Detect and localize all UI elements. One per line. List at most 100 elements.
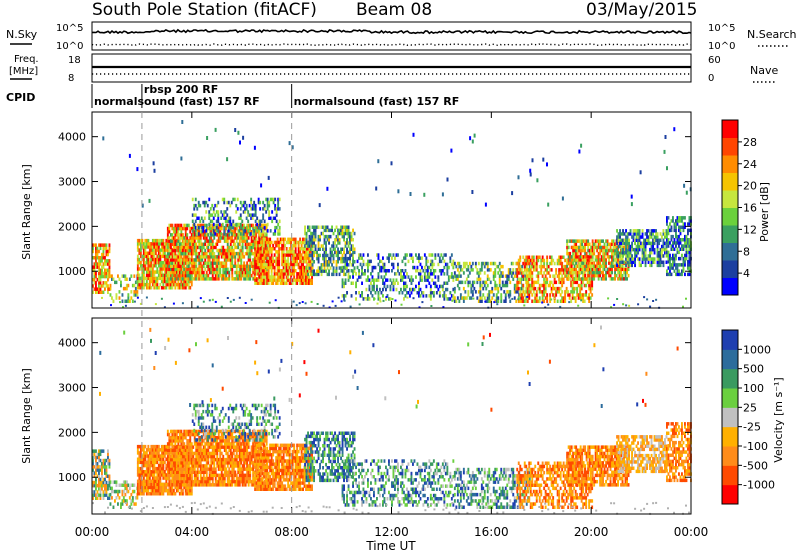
power-cell xyxy=(440,253,442,256)
power-cell xyxy=(225,261,227,265)
power-cell xyxy=(200,297,202,299)
power-cell xyxy=(132,300,134,304)
power-cell xyxy=(237,261,239,265)
power-cell xyxy=(97,247,99,251)
power-cell xyxy=(578,150,580,154)
power-cell xyxy=(201,258,203,262)
power-cell xyxy=(355,291,357,295)
power-cell xyxy=(472,140,474,144)
power-cell xyxy=(262,213,264,217)
power-cell xyxy=(311,301,313,303)
power-cell xyxy=(434,275,436,279)
power-cell xyxy=(339,273,341,277)
station-title: South Pole Station (fitACF) xyxy=(92,0,317,20)
power-cell xyxy=(437,253,439,256)
nsearch-tick-top: 10^5 xyxy=(708,23,735,34)
power-cell xyxy=(361,282,363,286)
power-cell xyxy=(286,282,288,286)
power-cell xyxy=(578,274,580,278)
power-cell xyxy=(237,246,239,250)
power-cell xyxy=(240,226,242,230)
power-cell xyxy=(683,184,685,188)
power-cell xyxy=(458,287,460,291)
power-cell xyxy=(522,296,524,300)
power-cell xyxy=(636,254,638,258)
power-cell xyxy=(479,293,481,297)
power-cell xyxy=(331,229,333,233)
power-cell xyxy=(681,273,683,277)
power-cell xyxy=(482,293,484,297)
power-cell xyxy=(611,268,613,272)
power-cell xyxy=(669,269,671,273)
power-cell xyxy=(274,217,276,221)
power-cell xyxy=(634,242,636,246)
power-cell xyxy=(188,283,190,287)
power-cell xyxy=(117,274,119,278)
power-cell xyxy=(116,281,118,285)
power-cell xyxy=(211,213,213,217)
power-cell xyxy=(497,287,499,291)
power-cell xyxy=(505,293,507,297)
power-cell xyxy=(405,288,407,292)
power-cell xyxy=(403,272,405,276)
power-cell xyxy=(421,266,423,270)
power-cell xyxy=(276,226,278,230)
power-cell xyxy=(449,297,451,301)
power-cell xyxy=(413,297,415,299)
power-cell xyxy=(463,300,465,304)
power-cell xyxy=(393,263,395,267)
power-cell xyxy=(388,260,390,264)
power-cell xyxy=(440,272,442,276)
power-cell xyxy=(433,294,435,298)
power-cell xyxy=(336,226,338,230)
power-cell xyxy=(233,239,235,243)
power-cell xyxy=(675,229,677,233)
power-colorbar-tick-label: 4 xyxy=(743,267,750,280)
power-cell xyxy=(200,239,202,243)
power-cell xyxy=(162,283,164,287)
power-cell xyxy=(626,271,628,275)
power-cell xyxy=(319,235,321,239)
power-cell xyxy=(333,232,335,236)
power-cell xyxy=(318,260,320,264)
power-cell xyxy=(369,278,371,282)
power-cell xyxy=(274,269,276,273)
power-cell xyxy=(678,244,680,248)
power-cell xyxy=(454,287,456,291)
power-cell xyxy=(186,233,188,237)
power-cell xyxy=(330,260,332,264)
power-cell xyxy=(428,275,430,279)
power-cell xyxy=(267,198,269,202)
power-cell xyxy=(355,282,357,286)
power-cell xyxy=(276,210,278,214)
power-cell xyxy=(533,284,535,288)
power-cell xyxy=(518,175,520,179)
power-cell xyxy=(325,269,327,273)
power-cell xyxy=(581,287,583,291)
power-colorbar-tick-label: 16 xyxy=(743,202,757,215)
power-cell xyxy=(530,268,532,272)
power-cell xyxy=(446,288,448,292)
power-cell xyxy=(119,290,121,294)
power-cell xyxy=(494,281,496,285)
freq-label-line2: [MHz] xyxy=(9,66,38,77)
power-cell xyxy=(524,265,526,269)
power-cell xyxy=(689,251,691,255)
power-cell xyxy=(227,268,229,272)
power-cell xyxy=(639,239,641,243)
power-cell xyxy=(677,222,679,226)
power-cell xyxy=(454,262,456,266)
power-cell xyxy=(640,264,642,268)
power-cell xyxy=(171,233,173,237)
power-cell xyxy=(279,226,281,230)
power-cell xyxy=(607,246,609,250)
velocity-cell xyxy=(97,497,99,501)
power-cell xyxy=(570,300,572,304)
power-cell xyxy=(343,285,345,289)
power-cell xyxy=(189,268,191,272)
power-cell xyxy=(407,297,409,299)
power-cell xyxy=(531,293,533,297)
power-cell xyxy=(309,257,311,261)
power-cell xyxy=(488,278,490,282)
power-cell xyxy=(654,242,656,246)
